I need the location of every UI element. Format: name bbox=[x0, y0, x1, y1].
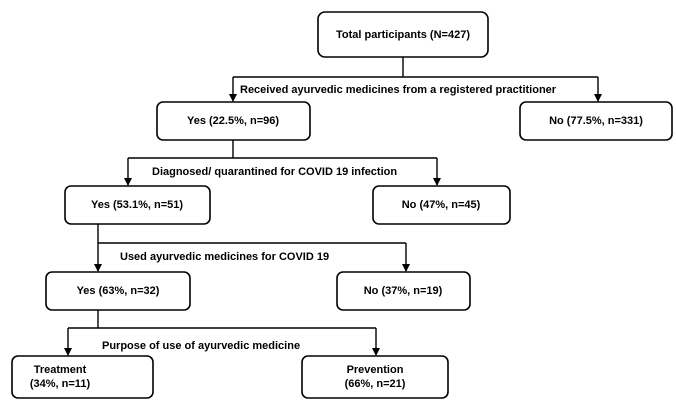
node-box bbox=[11, 355, 154, 399]
node-label: Yes (63%, n=32) bbox=[77, 285, 160, 297]
edge-label: Received ayurvedic medicines from a regi… bbox=[240, 84, 557, 96]
node-box bbox=[45, 271, 191, 311]
node-label: Total participants (N=427) bbox=[336, 29, 470, 41]
node-label: Yes (53.1%, n=51) bbox=[91, 199, 183, 211]
node-label: Yes (22.5%, n=96) bbox=[187, 115, 279, 127]
edge-label: Used ayurvedic medicines for COVID 19 bbox=[120, 251, 329, 263]
node-label: No (37%, n=19) bbox=[364, 285, 443, 297]
node-box bbox=[301, 355, 449, 399]
node-box bbox=[519, 101, 673, 141]
node-label: Treatment bbox=[34, 364, 87, 376]
node-label: Prevention bbox=[347, 364, 404, 376]
node-box bbox=[372, 185, 511, 225]
node-label: (34%, n=11) bbox=[30, 378, 91, 390]
node-label: No (77.5%, n=331) bbox=[549, 115, 643, 127]
node-box bbox=[336, 271, 471, 311]
edge-label: Purpose of use of ayurvedic medicine bbox=[102, 340, 300, 352]
edge-label: Diagnosed/ quarantined for COVID 19 infe… bbox=[152, 166, 397, 178]
node-label: (66%, n=21) bbox=[345, 378, 406, 390]
node-label: No (47%, n=45) bbox=[402, 199, 481, 211]
node-box bbox=[64, 185, 211, 225]
